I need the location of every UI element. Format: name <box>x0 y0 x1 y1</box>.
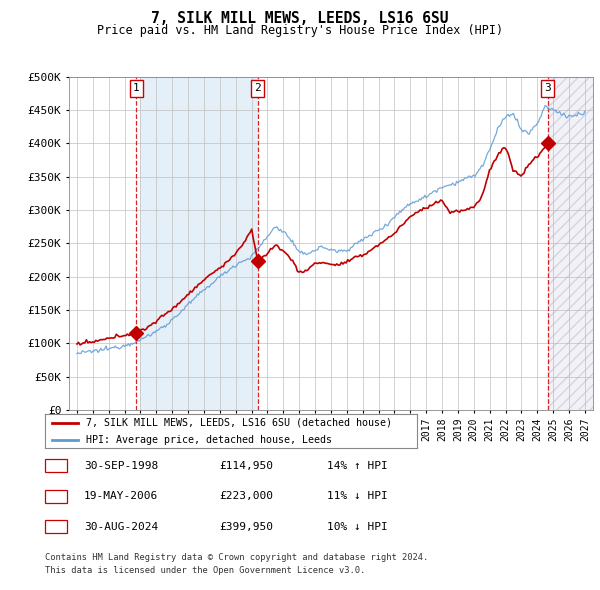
Text: Contains HM Land Registry data © Crown copyright and database right 2024.: Contains HM Land Registry data © Crown c… <box>45 553 428 562</box>
HPI: Average price, detached house, Leeds: (2.03e+03, 4.48e+05): Average price, detached house, Leeds: (2… <box>581 107 589 114</box>
Line: 7, SILK MILL MEWS, LEEDS, LS16 6SU (detached house): 7, SILK MILL MEWS, LEEDS, LS16 6SU (deta… <box>77 144 548 345</box>
Text: 1: 1 <box>52 461 59 470</box>
7, SILK MILL MEWS, LEEDS, LS16 6SU (detached house) <box>75 339 82 346</box>
FancyBboxPatch shape <box>130 80 143 97</box>
FancyBboxPatch shape <box>251 80 264 97</box>
Text: 2: 2 <box>52 491 59 501</box>
HPI: Average price, detached house, Leeds: (2.02e+03, 3.11e+05): Average price, detached house, Leeds: (2… <box>410 199 418 206</box>
Text: 2: 2 <box>254 83 261 93</box>
Bar <box>140 77 257 410</box>
Text: Price paid vs. HM Land Registry's House Price Index (HPI): Price paid vs. HM Land Registry's House … <box>97 24 503 37</box>
Text: 1: 1 <box>133 83 140 93</box>
Bar <box>548 77 593 410</box>
7, SILK MILL MEWS, LEEDS, LS16 6SU (detached house) <box>73 340 80 348</box>
FancyBboxPatch shape <box>541 80 554 97</box>
7, SILK MILL MEWS, LEEDS, LS16 6SU (detached house) <box>76 342 83 349</box>
7, SILK MILL MEWS, LEEDS, LS16 6SU (detached house) <box>472 202 479 209</box>
HPI: Average price, detached house, Leeds: (2.02e+03, 4.57e+05): Average price, detached house, Leeds: (2… <box>542 102 549 109</box>
Text: £114,950: £114,950 <box>219 461 273 470</box>
7, SILK MILL MEWS, LEEDS, LS16 6SU (detached house) <box>353 253 361 260</box>
Text: 19-MAY-2006: 19-MAY-2006 <box>84 491 158 501</box>
7, SILK MILL MEWS, LEEDS, LS16 6SU (detached house) <box>355 253 362 260</box>
HPI: Average price, detached house, Leeds: (2e+03, 9.49e+04): Average price, detached house, Leeds: (2… <box>118 343 125 350</box>
HPI: Average price, detached house, Leeds: (2.01e+03, 2.65e+05): Average price, detached house, Leeds: (2… <box>283 230 290 237</box>
Text: 10% ↓ HPI: 10% ↓ HPI <box>327 522 388 532</box>
7, SILK MILL MEWS, LEEDS, LS16 6SU (detached house) <box>363 250 370 257</box>
HPI: Average price, detached house, Leeds: (2.01e+03, 2.39e+05): Average price, detached house, Leeds: (2… <box>342 247 349 254</box>
7, SILK MILL MEWS, LEEDS, LS16 6SU (detached house) <box>502 145 509 152</box>
7, SILK MILL MEWS, LEEDS, LS16 6SU (detached house) <box>544 140 551 148</box>
Text: £399,950: £399,950 <box>219 522 273 532</box>
Bar <box>548 77 593 410</box>
Text: 7, SILK MILL MEWS, LEEDS, LS16 6SU: 7, SILK MILL MEWS, LEEDS, LS16 6SU <box>151 11 449 25</box>
Line: HPI: Average price, detached house, Leeds: HPI: Average price, detached house, Leed… <box>77 106 585 353</box>
HPI: Average price, detached house, Leeds: (2.02e+03, 3.25e+05): Average price, detached house, Leeds: (2… <box>427 190 434 197</box>
Text: 14% ↑ HPI: 14% ↑ HPI <box>327 461 388 470</box>
Text: 30-SEP-1998: 30-SEP-1998 <box>84 461 158 470</box>
Text: HPI: Average price, detached house, Leeds: HPI: Average price, detached house, Leed… <box>86 435 332 445</box>
Text: 30-AUG-2024: 30-AUG-2024 <box>84 522 158 532</box>
Text: 3: 3 <box>52 522 59 532</box>
Text: 3: 3 <box>544 83 551 93</box>
Text: £223,000: £223,000 <box>219 491 273 501</box>
Text: 7, SILK MILL MEWS, LEEDS, LS16 6SU (detached house): 7, SILK MILL MEWS, LEEDS, LS16 6SU (deta… <box>86 418 392 428</box>
HPI: Average price, detached house, Leeds: (2e+03, 8.91e+04): Average price, detached house, Leeds: (2… <box>85 347 92 354</box>
HPI: Average price, detached house, Leeds: (2e+03, 8.47e+04): Average price, detached house, Leeds: (2… <box>73 350 80 357</box>
Text: 11% ↓ HPI: 11% ↓ HPI <box>327 491 388 501</box>
Text: This data is licensed under the Open Government Licence v3.0.: This data is licensed under the Open Gov… <box>45 566 365 575</box>
